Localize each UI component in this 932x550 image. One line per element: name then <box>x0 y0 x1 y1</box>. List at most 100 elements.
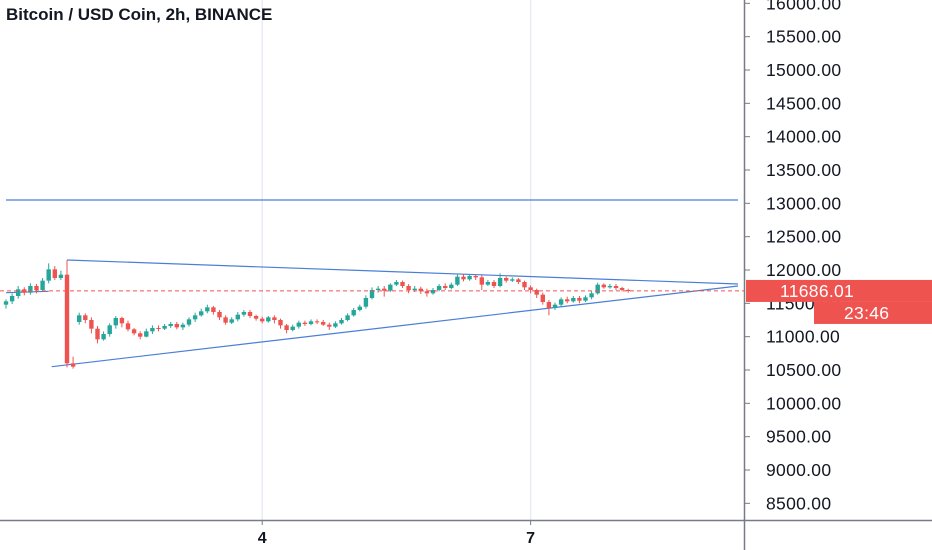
candle-body <box>552 304 558 308</box>
candle-body <box>9 296 15 302</box>
candle-body <box>89 320 94 329</box>
candle-body <box>626 290 631 291</box>
candle-body <box>412 288 417 290</box>
candle-body <box>430 290 436 294</box>
candle-body <box>522 282 527 288</box>
y-tick-label: 13500.00 <box>766 160 841 180</box>
candle-body <box>333 323 338 327</box>
candle-body <box>144 331 149 337</box>
candle-body <box>424 291 430 294</box>
candle-body <box>3 301 9 305</box>
candle-body <box>52 269 57 278</box>
y-tick-label: 8500.00 <box>766 493 831 513</box>
candle-body <box>28 286 33 293</box>
y-tick-label: 10500.00 <box>766 360 841 380</box>
candle-body <box>461 276 466 280</box>
candle-body <box>339 320 344 324</box>
price-axis[interactable]: 16000.00 15500.00 15000.00 14500.00 14000.00… <box>743 0 841 550</box>
candle-body <box>534 290 539 295</box>
candle-body <box>58 274 64 278</box>
y-tick-label: 11000.00 <box>766 327 840 347</box>
candle-body <box>589 293 594 298</box>
candle-body <box>491 282 497 286</box>
candle-body <box>40 280 45 290</box>
candle-body <box>253 316 259 319</box>
candle-body <box>595 284 600 294</box>
candle-body <box>546 302 552 308</box>
candle-body <box>150 328 155 332</box>
candle-body <box>284 325 289 330</box>
candle-body <box>467 276 472 280</box>
price-tag-label: 11686.01 <box>780 281 854 301</box>
y-tick-label: 9500.00 <box>766 427 831 447</box>
y-tick-label: 9000.00 <box>766 460 831 480</box>
candle-body <box>290 326 295 330</box>
chart-title: Bitcoin / USD Coin, 2h, BINANCE <box>6 5 273 24</box>
candle-body <box>436 286 442 290</box>
candle-body <box>235 314 240 320</box>
countdown-label: 23:46 <box>844 303 889 323</box>
candle-body <box>418 288 423 292</box>
candle-body <box>131 329 137 334</box>
candle-body <box>473 276 478 278</box>
y-tick-label: 14000.00 <box>766 127 841 147</box>
y-tick-label: 13000.00 <box>766 193 841 213</box>
candle-body <box>205 307 210 312</box>
y-tick-label: 16000.00 <box>766 0 841 13</box>
candle-body <box>192 315 198 320</box>
price-tag <box>746 279 932 302</box>
candle-body <box>613 286 619 288</box>
candle-body <box>296 322 301 327</box>
candle-body <box>156 328 161 329</box>
candle-body <box>138 333 143 337</box>
candle-body <box>565 299 570 302</box>
candle-body <box>266 317 271 322</box>
candle-body <box>327 324 332 327</box>
candles <box>3 260 631 369</box>
candle-body <box>357 306 362 310</box>
grid <box>261 0 532 520</box>
candle-body <box>70 363 76 367</box>
candle-body <box>119 318 125 324</box>
candle-body <box>406 286 411 290</box>
candle-body <box>180 324 186 328</box>
candle-body <box>607 286 613 288</box>
candle-body <box>186 319 192 325</box>
candle-body <box>479 277 484 285</box>
candle-body <box>443 286 448 288</box>
candle-body <box>46 269 51 281</box>
candle-body <box>485 282 491 285</box>
countdown-tag <box>814 301 932 324</box>
trendline-lower-trend[interactable] <box>51 285 739 368</box>
trendline-upper-trend-a[interactable] <box>5 290 49 294</box>
candle-body <box>577 298 582 301</box>
y-tick-label: 14500.00 <box>766 93 841 113</box>
candle-body <box>571 298 576 302</box>
candle-body <box>400 282 405 286</box>
trendlines[interactable] <box>5 199 739 368</box>
candle-body <box>83 315 88 320</box>
candle-body <box>583 297 588 301</box>
candle-body <box>260 318 265 322</box>
candle-body <box>211 307 216 312</box>
x-tick-label: 4 <box>258 530 267 547</box>
candle-body <box>345 315 350 320</box>
y-tick-label: 15000.00 <box>766 60 841 80</box>
candle-body <box>394 282 399 285</box>
candle-body <box>558 299 564 305</box>
candle-body <box>34 286 39 290</box>
candle-body <box>504 278 509 281</box>
candle-body <box>101 334 106 340</box>
candle-body <box>229 319 234 323</box>
candle-body <box>199 311 204 316</box>
candle-body <box>497 278 503 286</box>
candle-body <box>619 288 625 290</box>
candle-body <box>369 290 375 298</box>
candle-body <box>351 310 356 316</box>
trendline-upper-trend-b[interactable] <box>66 259 739 285</box>
candle-body <box>375 288 381 290</box>
candle-body <box>510 279 515 281</box>
x-tick-label: 7 <box>526 530 535 547</box>
